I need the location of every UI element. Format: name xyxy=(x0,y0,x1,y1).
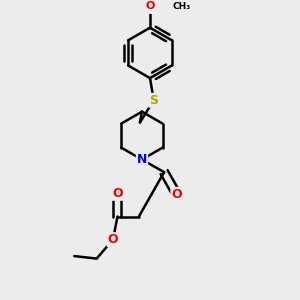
Text: O: O xyxy=(108,233,118,246)
Text: S: S xyxy=(149,94,158,107)
Text: O: O xyxy=(112,187,123,200)
Text: O: O xyxy=(171,188,182,201)
Text: N: N xyxy=(137,153,147,166)
Text: CH₃: CH₃ xyxy=(173,2,191,11)
Text: O: O xyxy=(145,1,155,11)
